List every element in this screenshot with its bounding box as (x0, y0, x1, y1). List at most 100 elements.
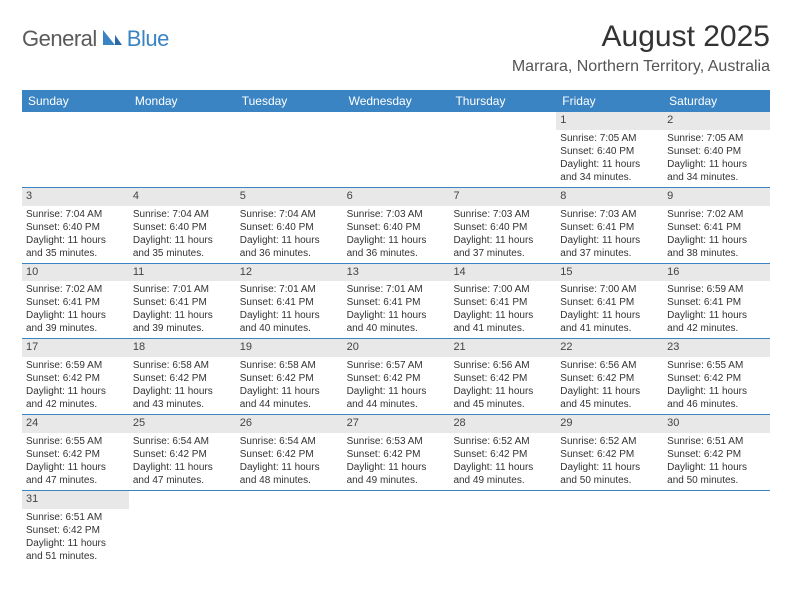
day-cell: 5Sunrise: 7:04 AMSunset: 6:40 PMDaylight… (236, 188, 343, 263)
weeks-container: 1Sunrise: 7:05 AMSunset: 6:40 PMDaylight… (22, 112, 770, 566)
empty-cell (556, 491, 663, 566)
day-cell: 21Sunrise: 6:56 AMSunset: 6:42 PMDayligh… (449, 339, 556, 414)
week-row: 31Sunrise: 6:51 AMSunset: 6:42 PMDayligh… (22, 491, 770, 566)
day-cell: 19Sunrise: 6:58 AMSunset: 6:42 PMDayligh… (236, 339, 343, 414)
day-line: Sunrise: 7:04 AM (26, 208, 125, 221)
day-line: and 38 minutes. (667, 247, 766, 260)
day-line: Sunrise: 6:52 AM (560, 435, 659, 448)
week-row: 24Sunrise: 6:55 AMSunset: 6:42 PMDayligh… (22, 415, 770, 491)
day-body: Sunrise: 6:52 AMSunset: 6:42 PMDaylight:… (449, 433, 556, 490)
day-body: Sunrise: 7:03 AMSunset: 6:40 PMDaylight:… (449, 206, 556, 263)
day-cell: 18Sunrise: 6:58 AMSunset: 6:42 PMDayligh… (129, 339, 236, 414)
day-line: and 49 minutes. (453, 474, 552, 487)
day-line: and 45 minutes. (453, 398, 552, 411)
day-header-fri: Friday (556, 90, 663, 112)
day-number: 11 (129, 264, 236, 282)
day-line: Daylight: 11 hours (453, 309, 552, 322)
day-line: Sunset: 6:40 PM (560, 145, 659, 158)
day-body: Sunrise: 7:04 AMSunset: 6:40 PMDaylight:… (22, 206, 129, 263)
day-cell: 8Sunrise: 7:03 AMSunset: 6:41 PMDaylight… (556, 188, 663, 263)
day-line: and 51 minutes. (26, 550, 125, 563)
day-line: Daylight: 11 hours (240, 309, 339, 322)
day-line: Sunset: 6:40 PM (240, 221, 339, 234)
day-body: Sunrise: 7:05 AMSunset: 6:40 PMDaylight:… (663, 130, 770, 187)
week-row: 3Sunrise: 7:04 AMSunset: 6:40 PMDaylight… (22, 188, 770, 264)
day-line: Daylight: 11 hours (240, 385, 339, 398)
day-line: Sunrise: 6:56 AM (453, 359, 552, 372)
day-line: Sunset: 6:42 PM (26, 524, 125, 537)
empty-cell (449, 491, 556, 566)
day-number: 31 (22, 491, 129, 509)
day-number: 25 (129, 415, 236, 433)
day-line: Daylight: 11 hours (667, 158, 766, 171)
header: General Blue August 2025 Marrara, Northe… (0, 0, 792, 84)
day-cell: 27Sunrise: 6:53 AMSunset: 6:42 PMDayligh… (343, 415, 450, 490)
day-number: 29 (556, 415, 663, 433)
day-cell: 23Sunrise: 6:55 AMSunset: 6:42 PMDayligh… (663, 339, 770, 414)
day-line: Sunset: 6:40 PM (133, 221, 232, 234)
day-line: Sunrise: 7:03 AM (560, 208, 659, 221)
day-number: 15 (556, 264, 663, 282)
day-cell: 25Sunrise: 6:54 AMSunset: 6:42 PMDayligh… (129, 415, 236, 490)
day-cell: 20Sunrise: 6:57 AMSunset: 6:42 PMDayligh… (343, 339, 450, 414)
day-line: Sunrise: 6:51 AM (26, 511, 125, 524)
day-line: Sunrise: 6:51 AM (667, 435, 766, 448)
day-line: Sunset: 6:42 PM (560, 448, 659, 461)
day-line: and 50 minutes. (667, 474, 766, 487)
day-line: Sunrise: 6:53 AM (347, 435, 446, 448)
day-line: and 34 minutes. (667, 171, 766, 184)
day-line: Sunrise: 7:00 AM (453, 283, 552, 296)
day-line: Sunrise: 7:01 AM (347, 283, 446, 296)
day-line: and 41 minutes. (453, 322, 552, 335)
day-line: Daylight: 11 hours (26, 461, 125, 474)
day-body: Sunrise: 7:01 AMSunset: 6:41 PMDaylight:… (236, 281, 343, 338)
day-body: Sunrise: 6:55 AMSunset: 6:42 PMDaylight:… (663, 357, 770, 414)
day-cell: 22Sunrise: 6:56 AMSunset: 6:42 PMDayligh… (556, 339, 663, 414)
day-line: Sunset: 6:41 PM (133, 296, 232, 309)
day-line: Sunset: 6:42 PM (240, 372, 339, 385)
day-number: 7 (449, 188, 556, 206)
day-line: Sunset: 6:41 PM (560, 221, 659, 234)
day-line: Sunrise: 6:54 AM (240, 435, 339, 448)
day-line: and 49 minutes. (347, 474, 446, 487)
day-body: Sunrise: 7:00 AMSunset: 6:41 PMDaylight:… (449, 281, 556, 338)
day-cell: 16Sunrise: 6:59 AMSunset: 6:41 PMDayligh… (663, 264, 770, 339)
day-number: 5 (236, 188, 343, 206)
day-line: and 36 minutes. (347, 247, 446, 260)
day-line: Sunrise: 6:57 AM (347, 359, 446, 372)
day-header-wed: Wednesday (343, 90, 450, 112)
day-number: 8 (556, 188, 663, 206)
day-number: 3 (22, 188, 129, 206)
day-line: Sunset: 6:42 PM (133, 448, 232, 461)
day-line: and 50 minutes. (560, 474, 659, 487)
day-line: Sunset: 6:41 PM (453, 296, 552, 309)
logo-text-sub: Blue (127, 26, 169, 52)
day-line: and 46 minutes. (667, 398, 766, 411)
day-line: and 42 minutes. (26, 398, 125, 411)
day-line: Daylight: 11 hours (26, 385, 125, 398)
day-line: Sunset: 6:42 PM (453, 448, 552, 461)
location: Marrara, Northern Territory, Australia (512, 58, 770, 76)
day-line: Sunset: 6:42 PM (133, 372, 232, 385)
day-line: Sunrise: 6:55 AM (26, 435, 125, 448)
empty-cell (22, 112, 129, 187)
day-line: Sunrise: 7:01 AM (133, 283, 232, 296)
day-line: Daylight: 11 hours (240, 461, 339, 474)
day-number: 16 (663, 264, 770, 282)
day-line: Sunrise: 6:59 AM (26, 359, 125, 372)
day-line: and 41 minutes. (560, 322, 659, 335)
day-body: Sunrise: 6:58 AMSunset: 6:42 PMDaylight:… (236, 357, 343, 414)
day-line: Daylight: 11 hours (453, 234, 552, 247)
day-line: Daylight: 11 hours (560, 385, 659, 398)
day-number: 13 (343, 264, 450, 282)
day-cell: 3Sunrise: 7:04 AMSunset: 6:40 PMDaylight… (22, 188, 129, 263)
day-number: 19 (236, 339, 343, 357)
day-line: Sunrise: 6:58 AM (133, 359, 232, 372)
day-line: Sunrise: 7:05 AM (667, 132, 766, 145)
day-cell: 15Sunrise: 7:00 AMSunset: 6:41 PMDayligh… (556, 264, 663, 339)
day-line: Sunset: 6:42 PM (667, 372, 766, 385)
day-cell: 2Sunrise: 7:05 AMSunset: 6:40 PMDaylight… (663, 112, 770, 187)
day-line: Sunrise: 7:00 AM (560, 283, 659, 296)
day-line: Daylight: 11 hours (347, 309, 446, 322)
day-line: Sunrise: 7:02 AM (26, 283, 125, 296)
